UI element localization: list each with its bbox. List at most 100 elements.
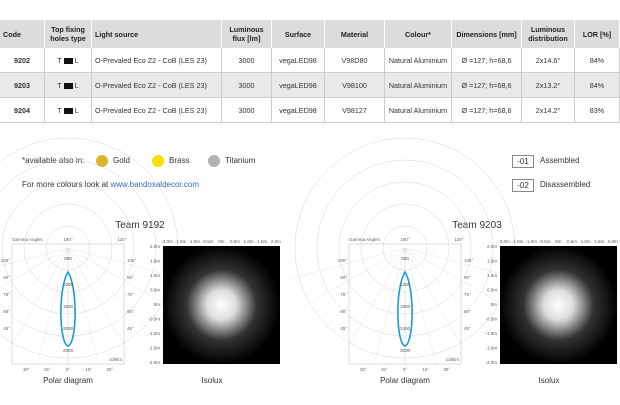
isolux-y-label: -1.5m [485,346,497,351]
gamma-label: Gamma Angles [349,237,381,242]
polar-ring [45,225,91,271]
polar-ring [360,203,450,293]
isolux-y-label: 0m [154,302,161,307]
intensity-label: 600 [401,256,409,261]
more-colours: For more colours look at www.bandoxaldec… [22,180,199,189]
isolux-x-label: -2.0m [498,239,510,244]
unit-label: cd/klm [109,357,122,362]
isolux-map [163,246,280,364]
angle-label: 60° [340,309,347,314]
angle-label: 180° [63,237,73,242]
table-cell: 83% [574,97,620,123]
fixing-left: T [57,105,62,115]
color-swatch [208,155,220,167]
polar-ring [294,137,516,359]
intensity-label: 2500 [63,348,74,353]
polar-ray [404,247,490,333]
table-cell: vegaLED98 [271,72,325,98]
isolux-y-label: 1.0m [487,273,497,278]
polar-frame [348,243,462,365]
table-cell: Ø =127; h=68,6 [451,97,522,123]
polar-ray [67,247,100,364]
table-cell: Ø =127; h=68,6 [451,48,522,73]
header-cell: Surface [271,20,325,48]
polar-ray [404,247,521,280]
available-label: *available also in: [22,156,85,165]
intensity-label: 1200 [400,282,411,287]
polar-ring [316,159,494,337]
polar-ray [373,247,406,364]
angle-label: 75° [127,292,134,297]
angle-label: 90° [340,275,347,280]
polar-ray [404,247,510,309]
polar-ray [320,247,406,333]
polar-ray [67,247,129,353]
polar-ray [67,247,173,309]
header-cell: Light source [91,20,222,48]
table-cell: V98100 [324,72,385,98]
isolux-x-label: 1.0m [244,239,254,244]
angle-label: 30° [106,367,113,372]
table-cell: O-Prevaled Eco Z2 - CoB (LES 23) [91,72,222,98]
header-cell: Top fixing holes type [44,20,92,48]
intensity-label: 1000 [63,282,74,287]
website-link[interactable]: www.bandoxaldecor.com [110,180,200,189]
polar-ray [300,247,406,309]
color-name: Brass [169,156,190,165]
version-label: Disassembled [540,180,591,189]
isolux-caption: Isolux [202,376,223,385]
fixing-right: L [74,55,79,65]
intensity-label: 2400 [400,326,411,331]
isolux-x-label: 0m [218,239,225,244]
isolux-x-label: -2.0m [161,239,173,244]
header-cell: LOR [%] [574,20,620,48]
table-cell: Ø =127; h=68,6 [451,72,522,98]
table-row: 9203 T L O-Prevaled Eco Z2 - CoB (LES 23) 30… [0,72,620,98]
isolux-y-label: 2.0m [150,244,160,249]
fixing-icon [63,82,73,89]
fixing-icon [63,57,73,64]
fixing-right: L [74,105,79,115]
table-cell: Natural Aluminium [384,48,452,73]
intensity-label: 1800 [400,304,411,309]
polar-ring [1,181,135,315]
table-cell: 3000 [221,72,272,98]
table-cell: vegaLED98 [271,97,325,123]
isolux-caption: Isolux [539,376,560,385]
table-cell: 9202 [0,48,45,73]
polar-curve [397,270,413,347]
table-row: 9202 T L O-Prevaled Eco Z2 - CoB (LES 23) 30… [0,48,620,73]
fixing-left: T [57,80,62,90]
angle-label: 45° [3,326,10,331]
polar-ray [0,247,69,317]
table-cell: 3000 [221,97,272,123]
isolux-y-label: 1.5m [487,259,497,264]
header-cell: Dimensions [mm] [451,20,522,48]
panel-title: Team 9203 [452,220,502,231]
isolux-y-label: -2.0m [485,360,497,365]
isolux-y-label: -1.0m [485,331,497,336]
version-code: -01 [512,155,534,168]
table-cell: 2x14.6° [521,48,575,73]
isolux-y-label: -1.5m [148,346,160,351]
angle-label: 15° [44,367,51,372]
isolux-x-label: 0.5m [230,239,240,244]
angle-label: 30° [23,367,30,372]
fixing-left: T [57,55,62,65]
angle-label: 0° [66,367,71,372]
isolux-x-label: -0.5m [202,239,214,244]
angle-label: 75° [464,292,471,297]
isolux-y-label: -2.0m [148,360,160,365]
polar-frame [11,243,125,365]
unit-label: cd/klm [446,357,459,362]
angle-label: 15° [422,367,429,372]
polar-ring [338,181,472,315]
angle-label: 15° [381,367,388,372]
angle-label: 0° [403,367,408,372]
isolux-y-label: 1.5m [150,259,160,264]
polar-ray [289,247,406,280]
header-cell: Luminous distribution [521,20,575,48]
color-swatch [96,155,108,167]
